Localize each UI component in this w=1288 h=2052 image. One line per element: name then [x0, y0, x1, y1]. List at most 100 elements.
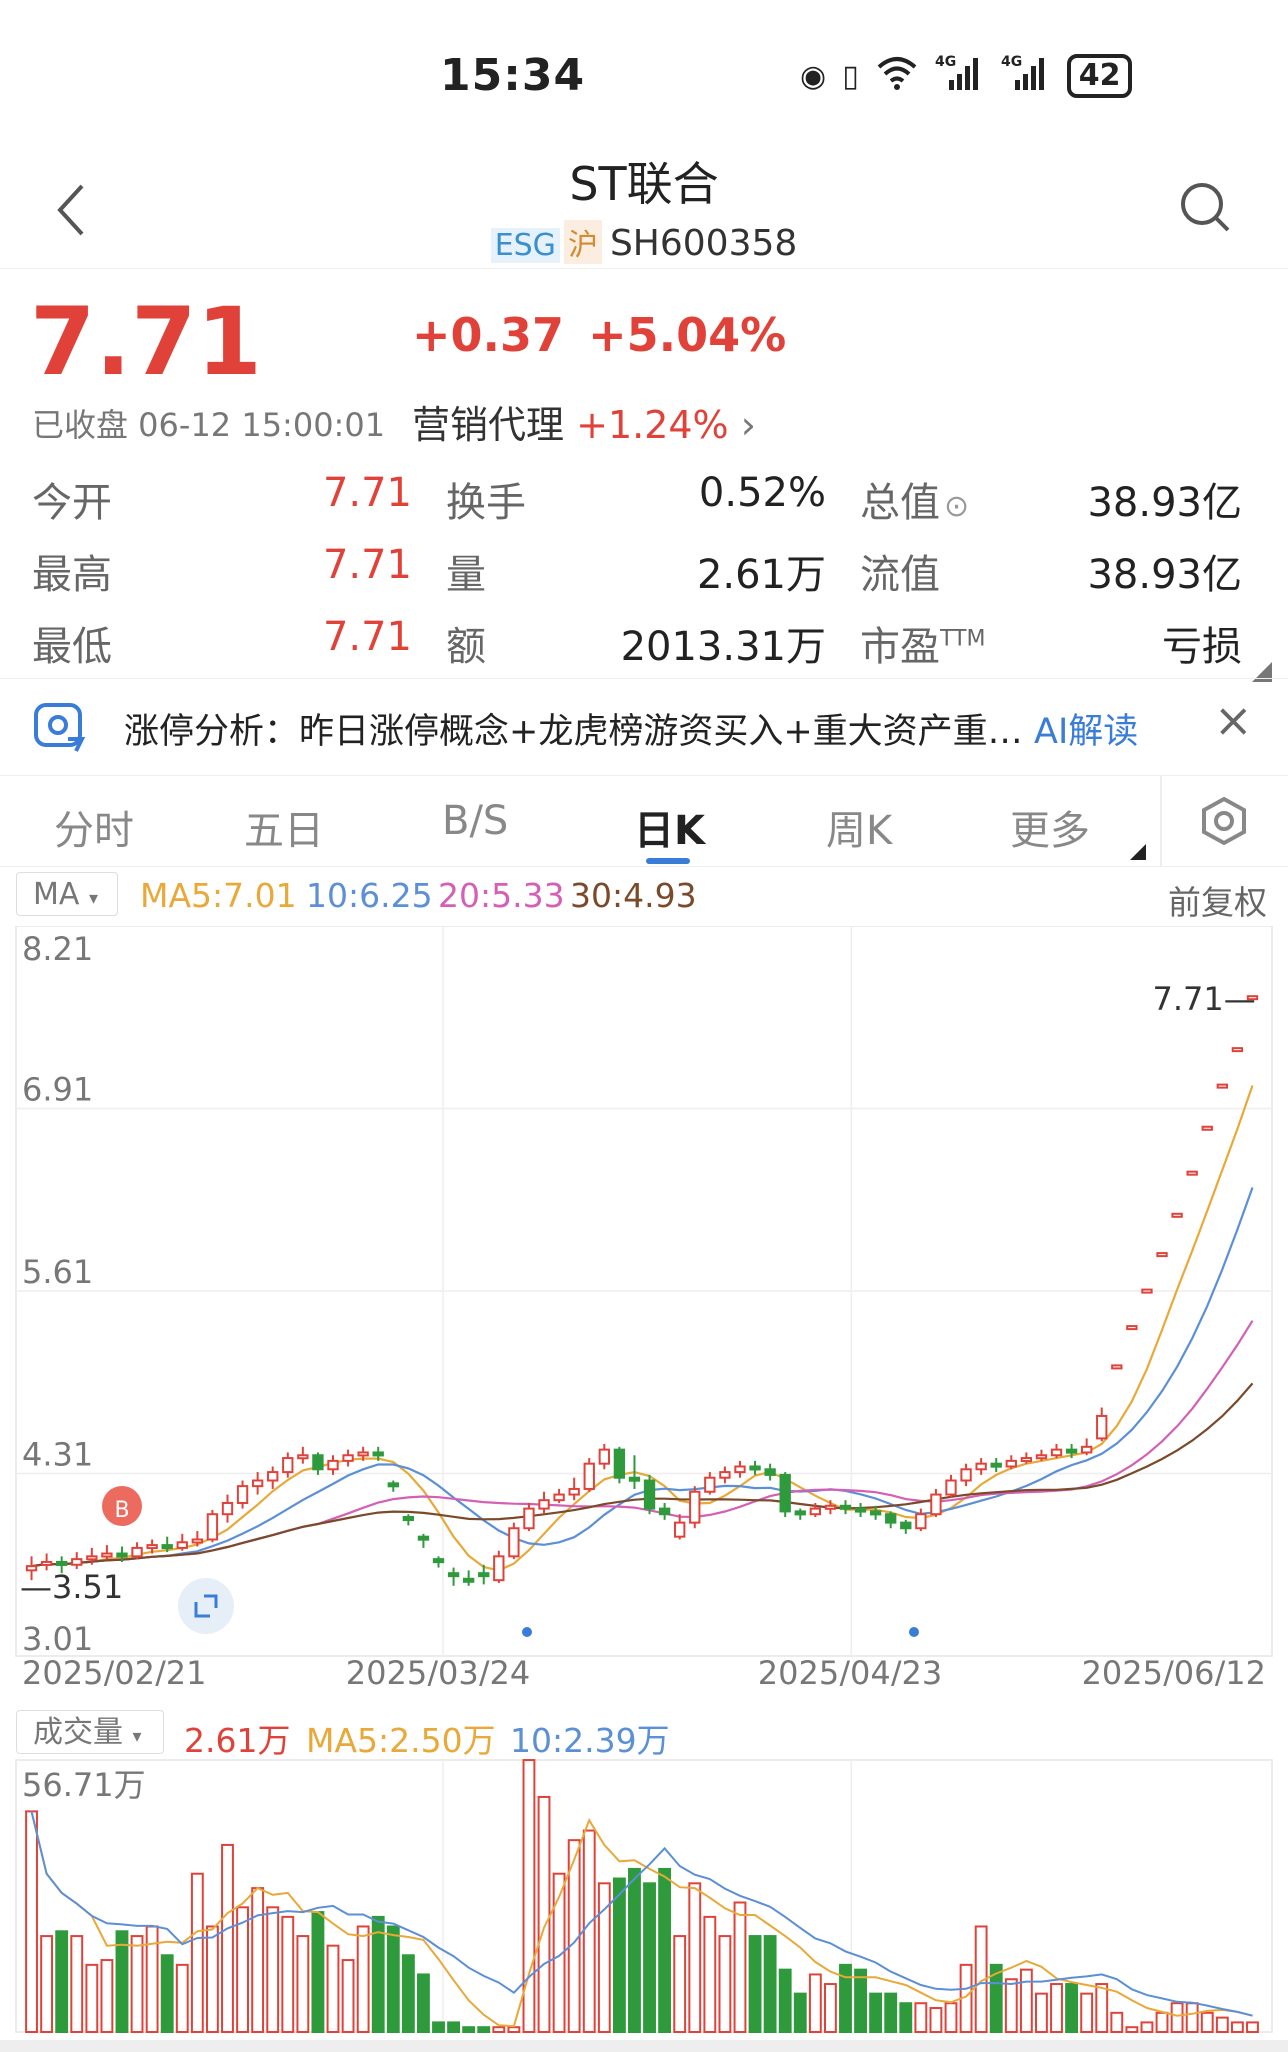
y-tick-label: 5.61: [22, 1253, 93, 1291]
candle: [25, 1565, 38, 1572]
tab-daily-k[interactable]: 日K: [634, 808, 705, 854]
volume-bar: [341, 1959, 355, 2034]
y-tick-label: 8.21: [22, 930, 93, 968]
volume-bar: [356, 1925, 370, 2034]
candle: [1111, 1364, 1123, 1370]
volume-bar: [251, 1887, 265, 2033]
candle: [1186, 1170, 1198, 1176]
candle: [674, 1521, 686, 1538]
stat-value-low: 7.71: [322, 614, 412, 660]
candle: [538, 1499, 550, 1510]
volume-bar: [1050, 1983, 1063, 2034]
volume-bar: [989, 1963, 1003, 2033]
banner-text: 涨停分析：昨日涨停概念+龙虎榜游资买入+重大资产重…: [124, 712, 1023, 752]
candle: [40, 1560, 53, 1566]
candle: [402, 1516, 415, 1522]
stat-label-open: 今开: [32, 480, 112, 526]
volume-bar: [628, 1867, 641, 2034]
adjust-mode[interactable]: 前复权: [1168, 883, 1267, 922]
volume-max-label: 56.71万: [22, 1766, 146, 1804]
candle: [191, 1538, 204, 1544]
chevron-down-icon: ▾: [88, 888, 98, 909]
sector-link[interactable]: 营销代理 +1.24% ›: [412, 394, 756, 449]
esg-badge[interactable]: ESG: [490, 228, 560, 263]
back-icon[interactable]: [52, 180, 92, 249]
candle: [432, 1558, 445, 1564]
candle: [568, 1487, 580, 1496]
expand-chart-icon: [194, 1594, 218, 1618]
candle: [1096, 1414, 1108, 1440]
expand-triangle-icon[interactable]: [1250, 660, 1274, 688]
tab-more[interactable]: 更多: [1010, 808, 1090, 854]
volume-bar: [823, 1983, 837, 2034]
volume-bar: [1170, 2002, 1184, 2033]
volume-bar: [266, 1906, 280, 2033]
candle: [794, 1510, 806, 1516]
ma10-line: [31, 1187, 1254, 1568]
volume-ma5-line: [30, 1811, 1253, 2028]
candle: [1231, 1047, 1244, 1053]
volume-bar: [718, 1935, 732, 2033]
close-icon[interactable]: ×: [1214, 693, 1253, 747]
candle: [267, 1471, 279, 1482]
status-bar: 15:34 ◉ ▯ 4G 4G 42: [0, 0, 1288, 150]
candle: [236, 1485, 249, 1504]
candle: [1201, 1125, 1213, 1131]
signal-4g-icon: 4G: [935, 52, 985, 100]
candle: [885, 1513, 897, 1524]
candle: [583, 1462, 595, 1490]
volume-bar: [40, 1935, 54, 2033]
wifi-icon: [875, 53, 919, 99]
stat-label-total-cap[interactable]: 总值 ⊙: [860, 480, 970, 526]
candle: [297, 1454, 309, 1460]
svg-text:4G: 4G: [935, 54, 956, 70]
candle: [387, 1482, 399, 1488]
tab-intraday[interactable]: 分时: [54, 808, 134, 854]
info-icon[interactable]: ⊙: [944, 489, 970, 524]
tab-five-day[interactable]: 五日: [244, 808, 324, 854]
candle: [658, 1507, 671, 1516]
candle: [689, 1490, 701, 1524]
volume-bar: [854, 1968, 867, 2033]
candle: [462, 1577, 475, 1583]
volume-bar: [1065, 1983, 1079, 2034]
ai-interpret-link[interactable]: AI解读: [1034, 712, 1139, 752]
candle: [809, 1507, 822, 1516]
volume-bar: [929, 2007, 943, 2034]
candle: [930, 1493, 942, 1516]
volume-selector[interactable]: 成交量 ▾: [16, 1710, 164, 1754]
candle: [1020, 1457, 1033, 1463]
candle: [312, 1454, 324, 1471]
candle: [372, 1451, 384, 1457]
volume-bar: [477, 2026, 491, 2034]
candle: [1171, 1212, 1183, 1218]
settings-hex-icon[interactable]: [1200, 796, 1248, 850]
price-change: +0.37 +5.04%: [412, 308, 786, 362]
candle: [824, 1504, 837, 1510]
ma5-line: [31, 1085, 1254, 1572]
volume-bar: [1125, 2026, 1139, 2034]
candle: [839, 1504, 852, 1510]
volume-bar: [70, 1935, 84, 2033]
limit-up-banner[interactable]: 涨停分析：昨日涨停概念+龙虎榜游资买入+重大资产重… AI解读 ×: [0, 678, 1288, 776]
kline-chart[interactable]: 8.21 6.91 5.61 4.31 3.01 7.71— —3.51 B 2025/02/2…: [0, 926, 1288, 1686]
stat-value-total-cap: 38.93亿: [1087, 480, 1242, 526]
stat-value-amount: 2013.31万: [620, 624, 826, 670]
volume-bar: [703, 1915, 717, 2034]
volume-bar: [1095, 1983, 1109, 2034]
chevron-right-icon: ›: [740, 403, 756, 447]
volume-chart[interactable]: 56.71万: [0, 1756, 1288, 2040]
candle: [990, 1462, 1002, 1468]
tab-bs[interactable]: B/S: [442, 798, 509, 844]
volume-bar: [326, 1944, 340, 2033]
candle: [900, 1521, 912, 1530]
tab-weekly-k[interactable]: 周K: [826, 808, 893, 854]
volume-bar: [281, 1915, 295, 2034]
ma-selector[interactable]: MA ▾: [16, 872, 118, 916]
candle: [327, 1459, 339, 1471]
volume-bar: [25, 1810, 38, 2034]
sector-percent: +1.24%: [576, 403, 729, 447]
buy-marker-label: B: [114, 1498, 129, 1523]
change-percent: +5.04%: [588, 308, 787, 362]
search-icon[interactable]: [1178, 180, 1234, 236]
